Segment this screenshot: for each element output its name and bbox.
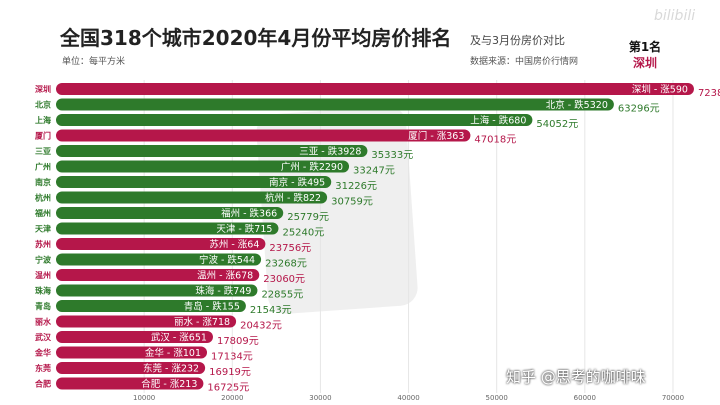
x-tick-label: 40000	[397, 394, 419, 402]
chart-subtitle: 及与3月份房价对比	[470, 34, 565, 47]
bar	[56, 284, 258, 297]
value-label: 20432元	[240, 321, 282, 332]
value-label: 47018元	[474, 135, 516, 146]
zhihu-watermark: 知乎 @思考的咖啡味	[506, 368, 646, 386]
category-label: 杭州	[35, 193, 51, 203]
value-label: 63296元	[618, 104, 660, 115]
category-label: 南京	[35, 177, 51, 187]
category-label: 宁波	[35, 255, 52, 265]
bar	[56, 300, 246, 312]
category-label: 北京	[35, 100, 51, 110]
category-label: 武汉	[35, 332, 52, 342]
bilibili-watermark: bilibili	[654, 8, 696, 24]
bar	[56, 331, 213, 343]
value-label: 17809元	[217, 336, 259, 347]
bar	[56, 191, 328, 204]
value-label: 23756元	[269, 243, 311, 254]
rank-city: 深圳	[632, 56, 657, 70]
category-label: 三亚	[35, 147, 51, 156]
value-label: 25240元	[282, 228, 324, 239]
bar	[56, 269, 260, 281]
bar	[56, 253, 262, 266]
category-label: 珠海	[35, 286, 51, 296]
value-label: 35333元	[371, 150, 413, 161]
bar-label: 福州 - 跌366	[221, 208, 277, 220]
value-label: 25779元	[287, 212, 329, 223]
bar-label: 北京 - 跌5320	[546, 99, 608, 111]
bar-label: 丽水 - 涨718	[174, 316, 230, 328]
bar-label: 三亚 - 跌3928	[299, 146, 361, 158]
category-label: 东莞	[35, 363, 51, 373]
bar-label: 合肥 - 涨213	[141, 378, 197, 390]
value-label: 33247元	[353, 166, 395, 177]
source-label: 数据来源：中国房价行情网	[470, 57, 579, 67]
category-label: 合肥	[34, 379, 51, 389]
category-label: 厦门	[35, 131, 51, 141]
category-label: 上海	[35, 115, 51, 125]
value-label: 72380元	[698, 88, 720, 99]
unit-label: 单位：每平方米	[62, 57, 126, 67]
bar-label: 杭州 - 跌822	[265, 192, 321, 204]
bar-label: 广州 - 跌2290	[281, 161, 343, 173]
category-label: 广州	[35, 162, 51, 172]
bar	[56, 315, 237, 328]
bar	[56, 83, 694, 95]
value-label: 30759元	[331, 197, 373, 208]
bar-label: 厦门 - 涨363	[408, 130, 464, 142]
value-label: 22855元	[261, 290, 303, 301]
bar-label: 宁波 - 跌544	[199, 254, 255, 266]
category-label: 福州	[34, 208, 51, 218]
bar-label: 温州 - 涨678	[197, 271, 253, 282]
bar-label: 深圳 - 涨590	[632, 85, 688, 96]
value-label: 16919元	[209, 367, 251, 378]
x-tick-label: 20000	[221, 394, 243, 402]
x-tick-label: 10000	[133, 394, 155, 402]
bar-label: 南京 - 跌495	[269, 177, 325, 189]
category-label: 青岛	[35, 301, 51, 311]
x-tick-label: 70000	[662, 394, 684, 402]
x-tick-label: 60000	[574, 394, 596, 402]
bar-label: 金华 - 涨101	[145, 347, 201, 359]
bar	[56, 176, 332, 188]
x-tick-label: 30000	[309, 394, 331, 402]
category-label: 丽水	[35, 317, 52, 327]
bar-label: 珠海 - 跌749	[195, 285, 251, 297]
category-label: 深圳	[35, 84, 51, 94]
bar	[56, 207, 284, 219]
value-label: 31226元	[335, 181, 377, 192]
bar	[56, 238, 266, 250]
value-label: 17134元	[211, 352, 253, 363]
value-label: 54052元	[536, 119, 578, 130]
bar-label: 武汉 - 涨651	[151, 332, 207, 344]
bar	[56, 377, 204, 390]
bar	[56, 129, 471, 142]
bar	[56, 114, 533, 126]
chart-title: 全国318个城市2020年4月份平均房价排名	[60, 26, 452, 50]
x-tick-label: 50000	[486, 394, 508, 402]
bar	[56, 98, 614, 111]
value-label: 21543元	[250, 305, 292, 316]
category-label: 温州	[35, 270, 51, 280]
bar	[56, 160, 350, 173]
category-label: 苏州	[35, 239, 51, 249]
bar-label: 青岛 - 跌155	[184, 301, 240, 313]
value-label: 16725元	[207, 383, 249, 394]
bar-label: 天津 - 跌715	[216, 223, 272, 235]
bar-label: 东莞 - 涨232	[143, 363, 199, 375]
bar	[56, 222, 279, 235]
category-label: 天津	[35, 224, 51, 234]
rank-label: 第1名	[628, 40, 662, 54]
value-label: 23268元	[265, 259, 307, 270]
category-label: 金华	[34, 348, 51, 358]
bar-label: 上海 - 跌680	[470, 115, 526, 127]
bar	[56, 145, 368, 157]
bar-label: 苏州 - 涨64	[209, 239, 259, 251]
value-label: 23060元	[263, 274, 305, 285]
bar	[56, 362, 206, 374]
bar	[56, 346, 208, 359]
